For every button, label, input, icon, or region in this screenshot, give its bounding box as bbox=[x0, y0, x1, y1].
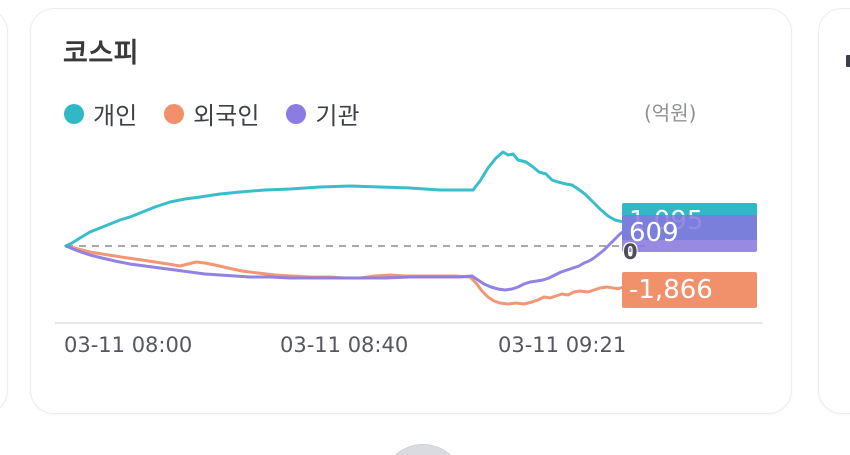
legend-item-label: 개인 bbox=[93, 102, 138, 130]
x-axis-line bbox=[55, 322, 763, 324]
zero-line-label: 0 bbox=[623, 240, 638, 264]
x-tick-0800: 03-11 08:00 bbox=[64, 333, 193, 357]
value-label-foreigner: -1,866 bbox=[622, 272, 757, 308]
scroll-top-button-peek[interactable] bbox=[382, 444, 464, 455]
legend-item-label: 외국인 bbox=[193, 102, 260, 130]
legend-item-foreigner[interactable]: 외국인 bbox=[164, 96, 259, 131]
x-tick-0921: 03-11 09:21 bbox=[498, 333, 627, 357]
unit-label: (억원) bbox=[644, 101, 697, 125]
legend-item-individual[interactable]: 개인 bbox=[64, 96, 137, 131]
next-card[interactable] bbox=[818, 8, 850, 414]
prev-card[interactable] bbox=[0, 8, 8, 414]
clipped-text-fragment bbox=[846, 55, 850, 67]
legend-dot-icon bbox=[286, 103, 307, 124]
page-title: 코스피 bbox=[63, 38, 140, 69]
legend-dot-icon bbox=[64, 103, 84, 124]
legend-item-label: 기관 bbox=[315, 102, 360, 130]
legend-dot-icon bbox=[164, 103, 185, 124]
value-label-institution: 609 bbox=[622, 215, 757, 252]
x-tick-0840: 03-11 08:40 bbox=[280, 333, 409, 357]
legend: 개인 외국인 기관 bbox=[64, 96, 360, 131]
legend-item-institution[interactable]: 기관 bbox=[286, 96, 360, 131]
